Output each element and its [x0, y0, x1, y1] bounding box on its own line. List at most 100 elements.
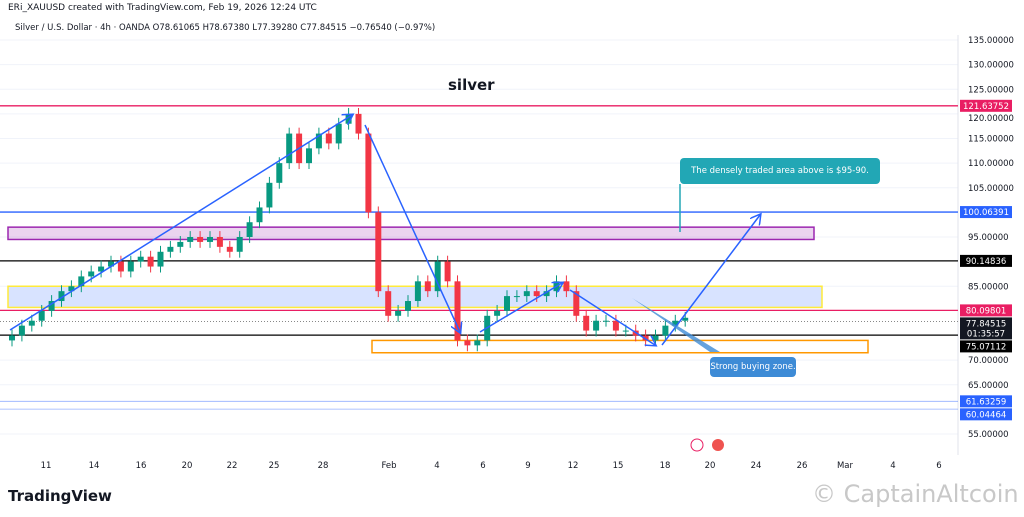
- candle-body: [18, 325, 25, 336]
- x-tick-label: 26: [797, 461, 808, 471]
- candle-body: [573, 291, 580, 316]
- candle-body: [335, 123, 342, 144]
- price-axis-label: 60.04464: [960, 408, 1012, 421]
- candle-body: [236, 237, 243, 252]
- x-tick-label: 18: [660, 461, 671, 471]
- candle-body: [276, 163, 283, 183]
- candle-body: [365, 133, 372, 213]
- price-tag: [960, 254, 1012, 267]
- candle-body: [385, 291, 392, 316]
- price-tag: [960, 304, 1012, 317]
- y-tick-label: 125.00000: [968, 85, 1014, 95]
- price-axis-label: 120.00000: [968, 114, 1014, 124]
- x-tick-label: 28: [318, 461, 329, 471]
- last-price-label: 77.84515: [966, 319, 1007, 329]
- callout-buying-zone: Strong buying zone.: [710, 357, 796, 377]
- candle-body: [216, 237, 223, 247]
- candle-body: [127, 261, 134, 272]
- candle-body: [9, 335, 15, 341]
- x-tick-label: 16: [136, 461, 147, 471]
- candle-body: [197, 237, 204, 242]
- candle-body: [652, 335, 659, 341]
- x-tick-label: 25: [269, 461, 280, 471]
- y-tick-label: 120.00000: [968, 114, 1014, 124]
- price-tag-label: 75.07112: [966, 342, 1007, 352]
- candle-body: [157, 251, 164, 267]
- flash-event-icon: [690, 438, 704, 452]
- countdown-label: 01:35:57: [967, 329, 1005, 339]
- candle-body: [78, 276, 85, 287]
- candle-body: [533, 291, 540, 297]
- candle-body: [563, 281, 570, 292]
- candle-body: [266, 182, 273, 208]
- price-axis-label: 130.00000: [968, 61, 1014, 71]
- x-tick-label: 24: [751, 461, 762, 471]
- candle-body: [28, 320, 35, 326]
- price-tag-label: 61.63259: [966, 397, 1007, 407]
- x-tick-label: 4: [890, 461, 895, 471]
- x-tick-label: Mar: [837, 461, 854, 471]
- y-tick-label: 95.00000: [968, 233, 1009, 243]
- candle-body: [38, 310, 45, 321]
- candle-body: [147, 256, 154, 267]
- candle-body: [117, 261, 124, 272]
- y-tick-label: 110.00000: [968, 159, 1014, 169]
- us-flag-event-icon: [712, 439, 724, 451]
- candle-body: [622, 330, 629, 332]
- attribution: ERi_XAUUSD created with TradingView.com,…: [8, 3, 317, 13]
- candle-body: [167, 246, 174, 252]
- candle-body: [434, 261, 441, 292]
- y-tick-label: 85.00000: [968, 282, 1009, 292]
- candle-body: [88, 271, 95, 277]
- candle-body: [68, 286, 75, 292]
- trend-arrow: [9, 115, 352, 331]
- candle-body: [58, 291, 65, 302]
- price-tag: [960, 395, 1012, 408]
- candle-body: [355, 113, 362, 134]
- price-tag-label: 121.63752: [963, 102, 1009, 112]
- candle-body: [583, 315, 590, 331]
- price-axis-label: 55.00000: [968, 430, 1009, 440]
- price-tag-label: 100.06391: [963, 208, 1009, 218]
- x-tick-label: 9: [525, 461, 530, 471]
- price-axis-label: 125.00000: [968, 85, 1014, 95]
- x-tick-label: 20: [705, 461, 716, 471]
- watermark: © CaptainAltcoin: [812, 480, 1019, 508]
- zone-box: [371, 339, 869, 354]
- candle-body: [593, 320, 600, 331]
- candle-body: [375, 212, 382, 292]
- candle-body: [543, 291, 550, 297]
- price-tag: [960, 340, 1012, 353]
- callout-dense-area: The densely traded area above is $95-90.: [680, 158, 880, 184]
- price-axis-label: 100.06391: [960, 206, 1012, 219]
- y-tick-label: 130.00000: [968, 61, 1014, 71]
- x-tick-label: 12: [568, 461, 579, 471]
- candle-body: [187, 237, 194, 242]
- candle-body: [474, 340, 481, 346]
- candle-body: [405, 301, 411, 311]
- x-tick-label: 4: [434, 461, 439, 471]
- price-axis-label: 80.09801: [960, 304, 1012, 317]
- candle-body: [494, 310, 501, 316]
- candle-body: [504, 296, 510, 311]
- callout-pointer: [632, 298, 720, 352]
- x-tick-label: 6: [480, 461, 485, 471]
- price-tag-label: 60.04464: [966, 410, 1007, 420]
- x-tick-label: 22: [227, 461, 238, 471]
- price-tag-label: 80.09801: [966, 306, 1007, 316]
- candle-body: [177, 241, 184, 247]
- x-tick-label: Feb: [381, 461, 396, 471]
- candle-body: [108, 261, 114, 267]
- candle-body: [612, 320, 619, 331]
- candle-body: [454, 281, 461, 341]
- x-tick-label: 20: [182, 461, 193, 471]
- candle-body: [395, 310, 402, 316]
- price-tag: [960, 408, 1012, 421]
- candle-body: [672, 320, 679, 326]
- x-tick-label: 15: [613, 461, 624, 471]
- trend-arrow: [661, 215, 760, 346]
- price-tag-label: 90.14836: [966, 257, 1007, 267]
- price-axis-label: 90.14836: [960, 254, 1012, 267]
- candle-body: [315, 133, 322, 149]
